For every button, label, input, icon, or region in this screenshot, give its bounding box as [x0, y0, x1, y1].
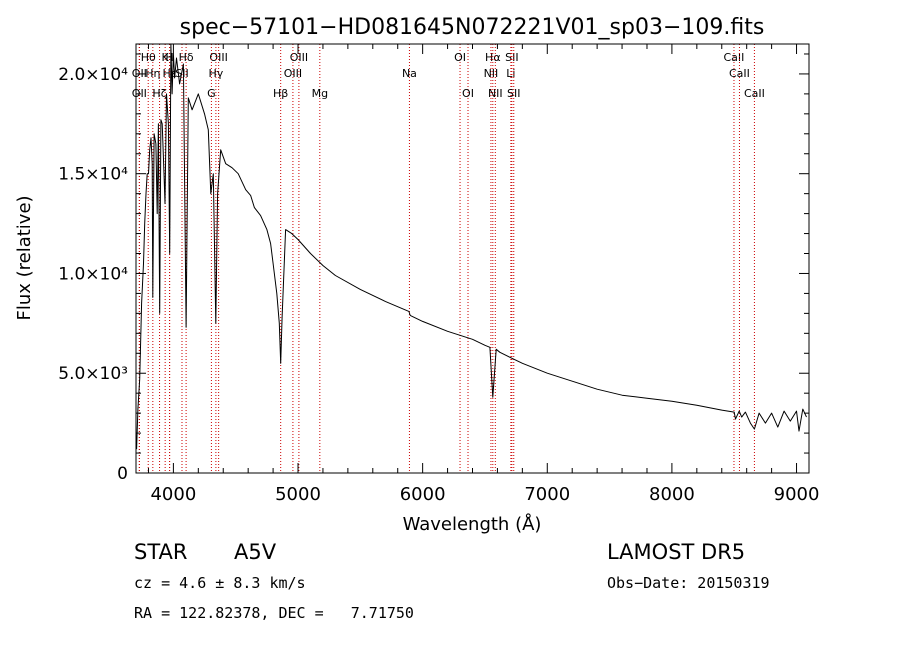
x-tick-label: 9000: [774, 484, 820, 505]
y-tick-label: 1.0×10⁴: [58, 264, 128, 284]
line-label: Hδ: [179, 51, 194, 64]
line-label: Hζ: [152, 87, 166, 100]
y-axis: 0 5.0×10³ 1.0×10⁴ 1.5×10⁴ 2.0×10⁴: [58, 53, 809, 484]
line-label: SII: [507, 87, 520, 100]
chart-title: spec−57101−HD081645N072221V01_sp03−109.f…: [180, 15, 765, 40]
y-tick-label: 5.0×10³: [58, 364, 128, 384]
x-tick-label: 4000: [150, 484, 196, 505]
line-label: OIII: [209, 51, 227, 64]
y-axis-label: Flux (relative): [14, 195, 35, 320]
line-label: CaII: [724, 51, 745, 64]
line-label: SII: [505, 51, 518, 64]
x-axis-label: Wavelength (Å): [403, 513, 542, 535]
line-label: Hγ: [208, 67, 223, 80]
line-label: Hη: [145, 67, 160, 80]
object-type: STAR: [134, 540, 188, 564]
x-tick-label: 7000: [524, 484, 570, 505]
line-label: Hθ: [141, 51, 156, 64]
line-label: OIII: [290, 51, 308, 64]
y-tick-label: 2.0×10⁴: [58, 65, 128, 85]
line-label: G: [207, 87, 216, 100]
line-label: CaII: [729, 67, 750, 80]
line-label: Mg: [312, 87, 328, 100]
survey-name: LAMOST DR5: [607, 540, 746, 564]
line-label: Hβ: [273, 87, 288, 100]
x-tick-label: 6000: [400, 484, 446, 505]
line-markers: HθOIIOIIHηHζHεKHSIIHδOIIIHγGOIIIOIIIHβMg…: [132, 44, 765, 473]
line-label: NII: [484, 67, 499, 80]
line-label: H: [165, 51, 173, 64]
y-tick-label: 0: [117, 464, 128, 484]
line-label: NII: [488, 87, 503, 100]
x-tick-label: 5000: [275, 484, 321, 505]
series-layer: [136, 43, 807, 450]
redshift-cz: cz = 4.6 ± 8.3 km/s: [134, 574, 306, 592]
line-label: OI: [454, 51, 466, 64]
line-label: OIII: [284, 67, 302, 80]
x-tick-label: 8000: [649, 484, 695, 505]
line-label: K: [162, 51, 170, 64]
spectral-subclass: A5V: [234, 540, 277, 564]
line-label: Na: [402, 67, 417, 80]
coordinates: RA = 122.82378, DEC = 7.71750: [134, 604, 414, 622]
plot-frame: [135, 43, 810, 474]
observation-date: Obs−Date: 20150319: [607, 574, 770, 592]
line-label: OI: [462, 87, 474, 100]
line-label: Li: [506, 67, 515, 80]
line-label: CaII: [744, 87, 765, 100]
x-axis: 4000 5000 6000 7000 8000 9000: [147, 44, 820, 505]
y-tick-label: 1.5×10⁴: [58, 165, 128, 185]
line-label: Hα: [485, 51, 501, 64]
spectrum-line: [136, 43, 807, 450]
